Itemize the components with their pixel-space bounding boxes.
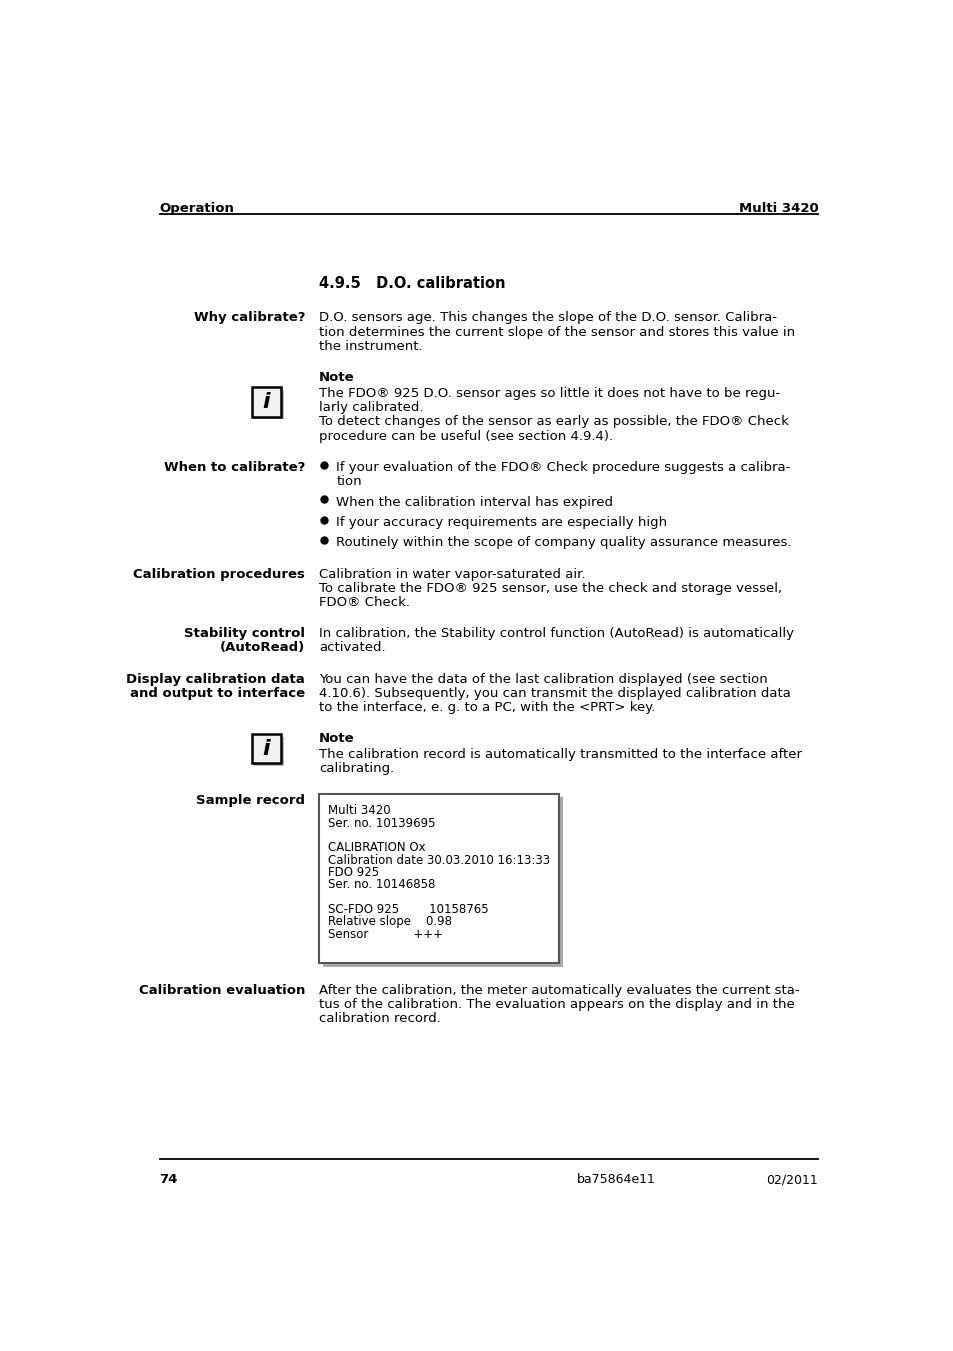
Text: tion: tion bbox=[335, 476, 361, 488]
Bar bbox=[319, 793, 558, 963]
Text: CALIBRATION Ox: CALIBRATION Ox bbox=[328, 842, 426, 854]
Text: To calibrate the FDO® 925 sensor, use the check and storage vessel,: To calibrate the FDO® 925 sensor, use th… bbox=[319, 582, 781, 594]
Text: to the interface, e. g. to a PC, with the <PRT> key.: to the interface, e. g. to a PC, with th… bbox=[319, 701, 655, 715]
Text: After the calibration, the meter automatically evaluates the current sta-: After the calibration, the meter automat… bbox=[319, 984, 799, 997]
Text: activated.: activated. bbox=[319, 642, 385, 654]
Text: 02/2011: 02/2011 bbox=[766, 1173, 818, 1186]
Text: Calibration procedures: Calibration procedures bbox=[133, 567, 305, 581]
Text: Note: Note bbox=[319, 732, 355, 746]
Text: You can have the data of the last calibration displayed (see section: You can have the data of the last calibr… bbox=[319, 673, 767, 685]
Bar bbox=[253, 389, 283, 419]
Text: and output to interface: and output to interface bbox=[130, 686, 305, 700]
Text: SC-FDO 925        10158765: SC-FDO 925 10158765 bbox=[328, 902, 489, 916]
Text: Multi 3420: Multi 3420 bbox=[738, 203, 818, 215]
Text: The FDO® 925 D.O. sensor ages so little it does not have to be regu-: The FDO® 925 D.O. sensor ages so little … bbox=[319, 386, 780, 400]
Text: i: i bbox=[262, 739, 270, 759]
Text: Operation: Operation bbox=[159, 203, 234, 215]
Bar bbox=[253, 736, 283, 766]
Text: FDO 925: FDO 925 bbox=[328, 866, 379, 880]
Text: Relative slope    0.98: Relative slope 0.98 bbox=[328, 915, 452, 928]
Text: Note: Note bbox=[319, 372, 355, 384]
Text: Multi 3420: Multi 3420 bbox=[328, 804, 391, 817]
Text: 74: 74 bbox=[159, 1173, 178, 1186]
Text: Ser. no. 10139695: Ser. no. 10139695 bbox=[328, 816, 436, 830]
Text: calibrating.: calibrating. bbox=[319, 762, 394, 775]
Text: larly calibrated.: larly calibrated. bbox=[319, 401, 423, 415]
Bar bbox=[252, 734, 281, 763]
Text: ba75864e11: ba75864e11 bbox=[576, 1173, 655, 1186]
Text: D.O. sensors age. This changes the slope of the D.O. sensor. Calibra-: D.O. sensors age. This changes the slope… bbox=[319, 312, 777, 324]
Text: (AutoRead): (AutoRead) bbox=[220, 642, 305, 654]
Text: If your evaluation of the FDO® Check procedure suggests a calibra-: If your evaluation of the FDO® Check pro… bbox=[335, 461, 790, 474]
Bar bbox=[252, 388, 281, 416]
Text: i: i bbox=[262, 392, 270, 412]
Bar bbox=[323, 797, 562, 967]
Text: Why calibrate?: Why calibrate? bbox=[193, 312, 305, 324]
Text: Calibration date 30.03.2010 16:13:33: Calibration date 30.03.2010 16:13:33 bbox=[328, 854, 550, 866]
Text: 4.9.5   D.O. calibration: 4.9.5 D.O. calibration bbox=[319, 276, 505, 290]
Text: Calibration evaluation: Calibration evaluation bbox=[139, 984, 305, 997]
Text: procedure can be useful (see section 4.9.4).: procedure can be useful (see section 4.9… bbox=[319, 430, 613, 443]
Text: Calibration in water vapor-saturated air.: Calibration in water vapor-saturated air… bbox=[319, 567, 585, 581]
Text: When the calibration interval has expired: When the calibration interval has expire… bbox=[335, 496, 613, 508]
Text: If your accuracy requirements are especially high: If your accuracy requirements are especi… bbox=[335, 516, 667, 530]
Text: To detect changes of the sensor as early as possible, the FDO® Check: To detect changes of the sensor as early… bbox=[319, 416, 788, 428]
Text: tus of the calibration. The evaluation appears on the display and in the: tus of the calibration. The evaluation a… bbox=[319, 998, 794, 1011]
Text: The calibration record is automatically transmitted to the interface after: The calibration record is automatically … bbox=[319, 748, 801, 761]
Text: Ser. no. 10146858: Ser. no. 10146858 bbox=[328, 878, 436, 892]
Text: Stability control: Stability control bbox=[184, 627, 305, 640]
Text: 4.10.6). Subsequently, you can transmit the displayed calibration data: 4.10.6). Subsequently, you can transmit … bbox=[319, 686, 790, 700]
Text: the instrument.: the instrument. bbox=[319, 340, 422, 353]
Text: Routinely within the scope of company quality assurance measures.: Routinely within the scope of company qu… bbox=[335, 536, 791, 550]
Text: In calibration, the Stability control function (AutoRead) is automatically: In calibration, the Stability control fu… bbox=[319, 627, 793, 640]
Text: Display calibration data: Display calibration data bbox=[127, 673, 305, 685]
Text: tion determines the current slope of the sensor and stores this value in: tion determines the current slope of the… bbox=[319, 326, 795, 339]
Text: calibration record.: calibration record. bbox=[319, 1012, 440, 1025]
Text: When to calibrate?: When to calibrate? bbox=[164, 461, 305, 474]
Text: FDO® Check.: FDO® Check. bbox=[319, 596, 410, 609]
Text: Sensor            +++: Sensor +++ bbox=[328, 928, 443, 940]
Text: Sample record: Sample record bbox=[196, 793, 305, 807]
